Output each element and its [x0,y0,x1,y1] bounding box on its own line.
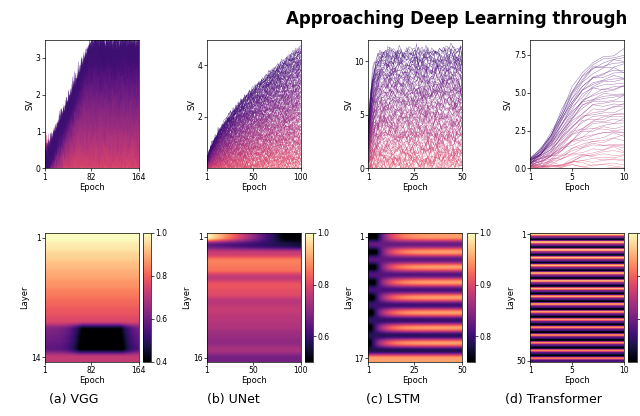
X-axis label: Epoch: Epoch [403,376,428,386]
Y-axis label: Layer: Layer [182,286,191,309]
Y-axis label: Layer: Layer [506,286,515,309]
Y-axis label: SV: SV [504,99,513,109]
Text: (d) Transformer: (d) Transformer [505,393,602,406]
Y-axis label: SV: SV [188,99,196,109]
X-axis label: Epoch: Epoch [564,376,590,386]
Text: (b) UNet: (b) UNet [207,393,260,406]
X-axis label: Epoch: Epoch [403,183,428,192]
Y-axis label: SV: SV [344,99,353,109]
Y-axis label: Layer: Layer [20,286,29,309]
Text: (a) VGG: (a) VGG [49,393,99,406]
Text: Approaching Deep Learning through: Approaching Deep Learning through [286,10,627,28]
X-axis label: Epoch: Epoch [564,183,590,192]
X-axis label: Epoch: Epoch [79,376,104,386]
Y-axis label: Layer: Layer [344,286,353,309]
X-axis label: Epoch: Epoch [241,183,266,192]
Y-axis label: SV: SV [26,99,35,109]
Text: (c) LSTM: (c) LSTM [367,393,420,406]
X-axis label: Epoch: Epoch [79,183,104,192]
X-axis label: Epoch: Epoch [241,376,266,386]
